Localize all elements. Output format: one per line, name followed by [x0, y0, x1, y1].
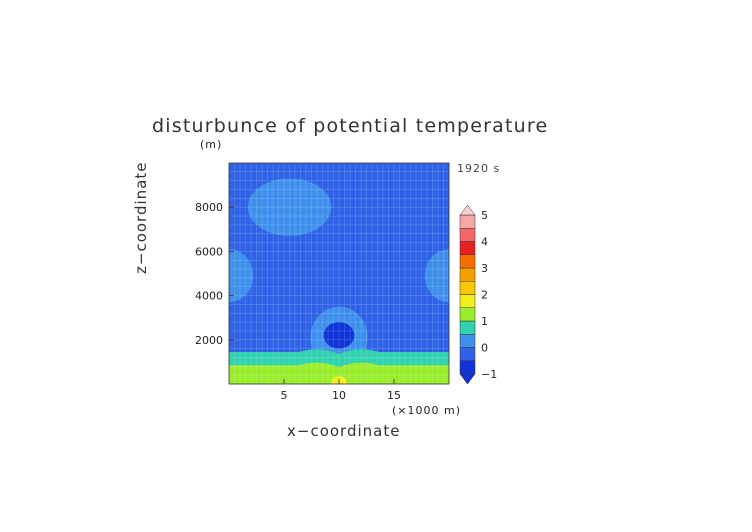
field-blob-1: [247, 178, 332, 236]
colorbar-segment: [459, 294, 476, 308]
colorbar: 5 4 3 2 1 0 −1: [459, 204, 497, 385]
colorbar-segment: [459, 241, 476, 255]
x-tick-label: 10: [332, 389, 346, 402]
colorbar-segment: [459, 320, 476, 335]
time-label: 1920 s: [457, 162, 501, 175]
colorbar-label: 0: [481, 342, 488, 355]
x-tick-label: 15: [387, 389, 401, 402]
colorbar-label: 2: [481, 289, 488, 302]
colorbar-extend-high: [459, 204, 476, 216]
colorbar-label: 5: [481, 209, 488, 222]
colorbar-label: 1: [481, 315, 488, 328]
y-tick-label: 4000: [195, 290, 223, 303]
colorbar-segment: [459, 228, 476, 242]
field-layer-6: [229, 362, 449, 384]
axes: 5 10 15 2000 4000 6000 8000: [195, 201, 401, 402]
x-unit-label: (×1000 m): [392, 404, 462, 417]
field-blob-3: [424, 249, 449, 303]
colorbar-segment: [459, 334, 476, 348]
x-axis-label: x−coordinate: [287, 422, 401, 440]
grid-lines: [229, 163, 449, 384]
colorbar-segment: [459, 347, 476, 361]
colorbar-label: 3: [481, 262, 488, 275]
colorbar-segment: [459, 307, 476, 322]
colorbar-segment: [459, 254, 476, 269]
y-tick-label: 8000: [195, 201, 223, 214]
y-tick-label: 6000: [195, 245, 223, 258]
y-tick-label: 2000: [195, 334, 223, 347]
colorbar-label: 4: [481, 236, 488, 249]
colorbar-segment: [459, 214, 476, 229]
colorbar-extend-low: [459, 373, 476, 385]
x-tick-label: 5: [281, 389, 288, 402]
colorbar-label: −1: [481, 368, 497, 381]
colorbar-segment: [459, 267, 476, 282]
z-unit-label: (m): [200, 138, 223, 151]
colorbar-segment: [459, 281, 476, 295]
field-blob-2: [229, 249, 254, 303]
chart-title: disturbunce of potential temperature: [152, 115, 549, 137]
colorbar-segment: [459, 360, 476, 375]
field-blob-7: [323, 322, 355, 349]
contour-field: [229, 163, 449, 384]
